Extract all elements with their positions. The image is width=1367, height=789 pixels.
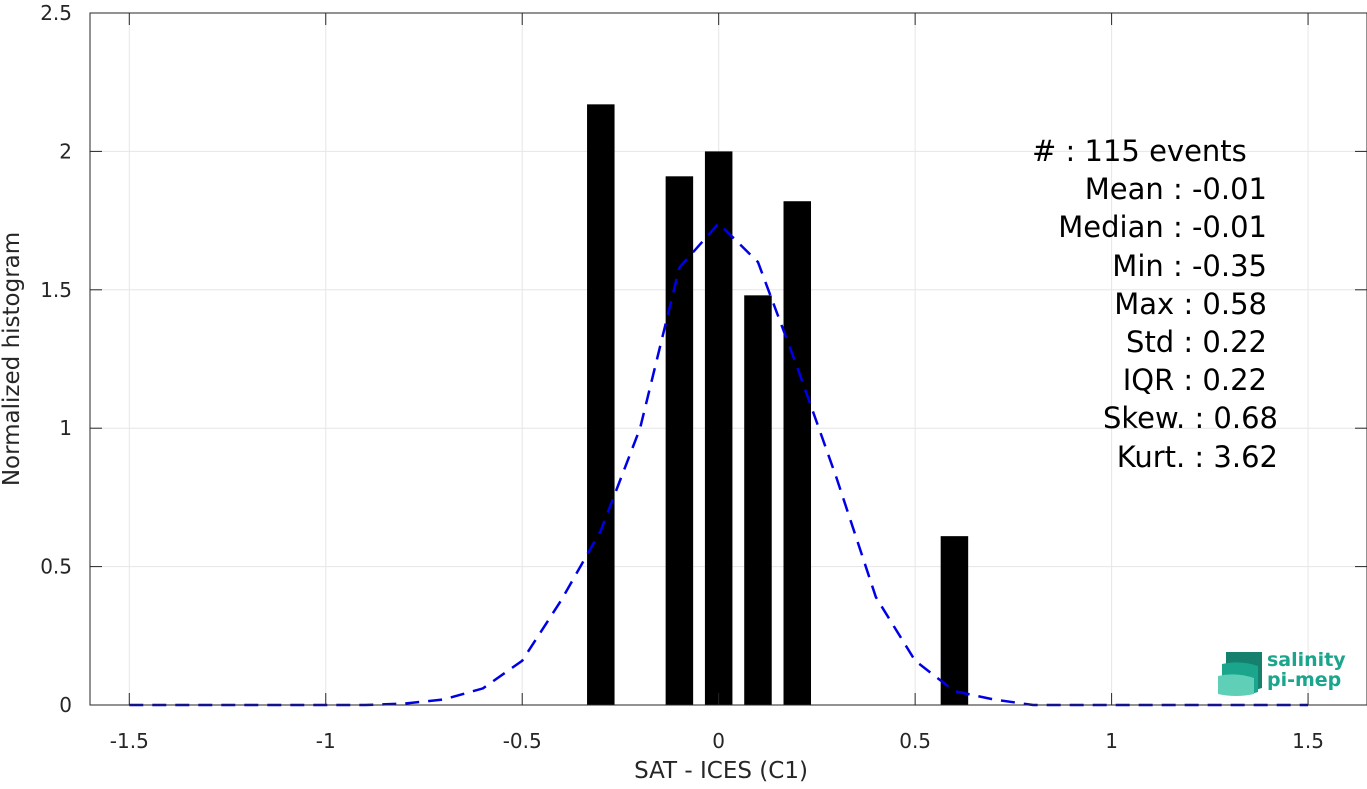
histogram-bar-1 (665, 176, 694, 705)
y-tick-label-1: 0.5 (40, 555, 72, 579)
y-axis-label: Normalized histogram (0, 232, 25, 486)
y-tick-label-5: 2.5 (40, 1, 72, 25)
x-tick-label-1: -1 (316, 729, 336, 753)
stat-kurt: Kurt. : 3.62 (1117, 440, 1278, 474)
y-tick-label-0: 0 (59, 693, 72, 717)
y-tick-label-3: 1.5 (40, 278, 72, 302)
stat-events: # : 115 events (1032, 134, 1247, 168)
x-tick-label-4: 0.5 (899, 729, 931, 753)
statistics-box: # : 115 events Mean : -0.01 Median : -0.… (1032, 134, 1278, 474)
axes-box (89, 12, 1367, 706)
histogram-bar-2 (704, 151, 733, 705)
stat-median: Median : -0.01 (1058, 210, 1267, 244)
y-axis-ticks: 0 0.5 1 1.5 2 2.5 (40, 1, 1367, 717)
x-axis-label: SAT - ICES (C1) (634, 758, 808, 784)
wave-logo-icon (1218, 652, 1262, 696)
y-tick-label-4: 2 (59, 139, 72, 163)
x-tick-label-6: 1.5 (1292, 729, 1324, 753)
stat-iqr: IQR : 0.22 (1123, 363, 1267, 397)
stat-mean: Mean : -0.01 (1085, 172, 1267, 206)
histogram-bar-0 (587, 104, 615, 706)
stat-std: Std : 0.22 (1126, 325, 1267, 359)
stat-skew: Skew. : 0.68 (1103, 401, 1278, 435)
histogram-bar-3 (744, 295, 772, 705)
logo-line2: pi-mep (1267, 669, 1341, 691)
x-tick-label-5: 1 (1105, 729, 1118, 753)
stat-max: Max : 0.58 (1114, 287, 1267, 321)
x-tick-label-3: 0 (712, 729, 725, 753)
salinity-pimep-logo: salinity pi-mep (1218, 649, 1346, 696)
histogram-bar-5 (940, 536, 969, 705)
stat-min: Min : -0.35 (1112, 249, 1267, 283)
x-tick-label-0: -1.5 (110, 729, 149, 753)
histogram-bar-4 (783, 201, 812, 705)
histogram-bars (587, 104, 969, 706)
x-axis-ticks: -1.5 -1 -0.5 0 0.5 1 1.5 (110, 13, 1324, 753)
y-tick-label-2: 1 (59, 416, 72, 440)
logo-line1: salinity (1267, 649, 1346, 671)
x-tick-label-2: -0.5 (503, 729, 542, 753)
